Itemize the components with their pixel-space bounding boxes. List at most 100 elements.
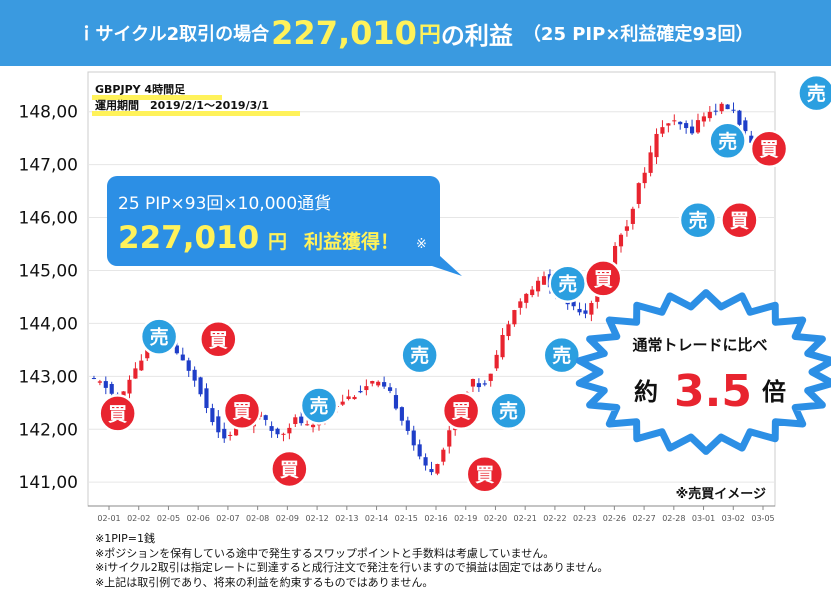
candle-body bbox=[589, 302, 594, 315]
marker-label: 買 bbox=[594, 268, 613, 290]
candle-body bbox=[518, 301, 523, 308]
marker-label: 売 bbox=[558, 273, 577, 296]
candle-body bbox=[109, 383, 114, 394]
candle-body bbox=[216, 416, 221, 433]
marker-label: 売 bbox=[688, 209, 707, 232]
candle-body bbox=[613, 245, 618, 265]
candle-body bbox=[139, 360, 144, 371]
candle-body bbox=[305, 424, 310, 426]
candle-body bbox=[192, 369, 197, 381]
candle-body bbox=[127, 379, 132, 394]
sell-marker: 売 bbox=[708, 121, 747, 161]
candle-body bbox=[636, 183, 641, 204]
candle-body bbox=[174, 345, 179, 354]
candle-body bbox=[210, 408, 215, 423]
profit-callout: 25 PIP×93回×10,000通貨 227,010 円 利益獲得！ ※ bbox=[107, 176, 462, 276]
candle-body bbox=[731, 109, 736, 111]
x-tick-label: 02-07 bbox=[216, 514, 239, 523]
marker-label: 買 bbox=[475, 464, 494, 486]
image-note: ※売買イメージ bbox=[676, 486, 766, 502]
candle-body bbox=[695, 120, 701, 133]
sell-marker: 売 bbox=[797, 73, 831, 113]
marker-label: 売 bbox=[718, 130, 737, 153]
sell-marker: 売 bbox=[548, 264, 587, 303]
sell-marker: 売 bbox=[139, 317, 179, 356]
x-tick-label: 02-02 bbox=[127, 514, 150, 523]
chart-period-label: 運用期間 2019/2/1〜2019/3/1 bbox=[95, 98, 269, 112]
callout-bubble bbox=[107, 176, 462, 276]
y-tick-label: 145,00 bbox=[19, 261, 78, 281]
candle-body bbox=[654, 133, 659, 158]
candle-body bbox=[571, 301, 576, 307]
candle-body bbox=[506, 324, 511, 337]
x-tick-label: 02-27 bbox=[632, 514, 655, 523]
candle-body bbox=[672, 120, 677, 122]
candle-body bbox=[713, 110, 718, 112]
sell-marker: 売 bbox=[489, 391, 528, 430]
candle-body bbox=[660, 127, 665, 134]
candle-body bbox=[97, 381, 102, 383]
x-tick-label: 03-01 bbox=[692, 514, 715, 523]
candle-body bbox=[269, 426, 274, 431]
candle-body bbox=[429, 469, 434, 473]
sell-marker: 売 bbox=[678, 200, 718, 240]
candle-body bbox=[133, 368, 138, 379]
candle-body bbox=[222, 428, 227, 439]
candle-body bbox=[393, 395, 399, 409]
sell-marker: 売 bbox=[299, 386, 339, 425]
candle-body bbox=[482, 383, 487, 385]
marker-label: 買 bbox=[452, 401, 471, 423]
marker-label: 売 bbox=[807, 82, 826, 105]
note-item: ※ポジションを保有している途中で発生するスワップポイントと手数料は考慮していませ… bbox=[95, 546, 555, 560]
marker-label: 買 bbox=[108, 403, 127, 425]
candle-body bbox=[500, 334, 505, 358]
x-axis-ticks: 02-01 02-02 02-05 02-06 02-07 02-08 02-09 02-12… bbox=[97, 506, 775, 523]
candle-body bbox=[340, 401, 345, 405]
candle-body bbox=[541, 276, 547, 285]
sell-marker: 売 bbox=[400, 335, 439, 375]
y-tick-label: 146,00 bbox=[19, 209, 78, 229]
candle-body bbox=[749, 135, 754, 143]
marker-circle bbox=[708, 121, 747, 161]
marker-label: 買 bbox=[232, 401, 251, 423]
candle-body bbox=[299, 416, 304, 424]
burst-pre: 約 bbox=[634, 378, 658, 406]
x-tick-label: 02-01 bbox=[97, 514, 120, 523]
y-tick-label: 147,00 bbox=[19, 156, 78, 176]
callout-line1: 25 PIP×93回×10,000通貨 bbox=[118, 194, 331, 214]
candle-body bbox=[684, 123, 689, 129]
candle-body bbox=[287, 427, 292, 434]
candle-body bbox=[352, 396, 357, 400]
marker-circle bbox=[749, 129, 789, 168]
x-tick-label: 02-21 bbox=[514, 514, 537, 523]
header-banner: ｉサイクル2取引の場合 227,010 円 の利益 （25 PIP×利益確定93… bbox=[0, 0, 831, 66]
x-tick-label: 03-02 bbox=[722, 514, 745, 523]
candle-body bbox=[707, 111, 712, 119]
disclaimer-notes: ※1PIP=1銭 ※ポジションを保有している途中で発生するスワップポイントと手数… bbox=[95, 532, 608, 590]
chart-info-box: GBPJPY 4時間足 運用期間 2019/2/1〜2019/3/1 bbox=[92, 82, 300, 116]
candle-body bbox=[263, 415, 268, 420]
note-item: ※iサイクル2取引は指定レートに到達すると成行注文で発注を行いますので損益は固定… bbox=[95, 561, 609, 574]
candle-body bbox=[275, 428, 280, 435]
candle-body bbox=[198, 377, 203, 395]
marker-label: 買 bbox=[760, 139, 779, 161]
candle-body bbox=[743, 120, 748, 132]
candle-body bbox=[423, 457, 428, 466]
candle-body bbox=[310, 424, 316, 428]
candle-body bbox=[689, 126, 695, 134]
candle-body bbox=[234, 423, 239, 436]
marker-circle bbox=[222, 391, 262, 430]
candle-body bbox=[648, 152, 653, 173]
marker-circle bbox=[583, 259, 623, 298]
marker-circle bbox=[489, 391, 528, 430]
candle-body bbox=[512, 310, 517, 325]
candle-body bbox=[577, 308, 582, 313]
marker-label: 買 bbox=[730, 210, 749, 232]
x-tick-label: 02-28 bbox=[662, 514, 685, 523]
candle-body bbox=[470, 379, 476, 387]
buy-marker: 買 bbox=[583, 259, 623, 298]
marker-circle bbox=[797, 73, 831, 113]
marker-circle bbox=[270, 449, 309, 489]
chart-symbol-label: GBPJPY 4時間足 bbox=[95, 82, 186, 96]
candle-body bbox=[91, 378, 97, 380]
